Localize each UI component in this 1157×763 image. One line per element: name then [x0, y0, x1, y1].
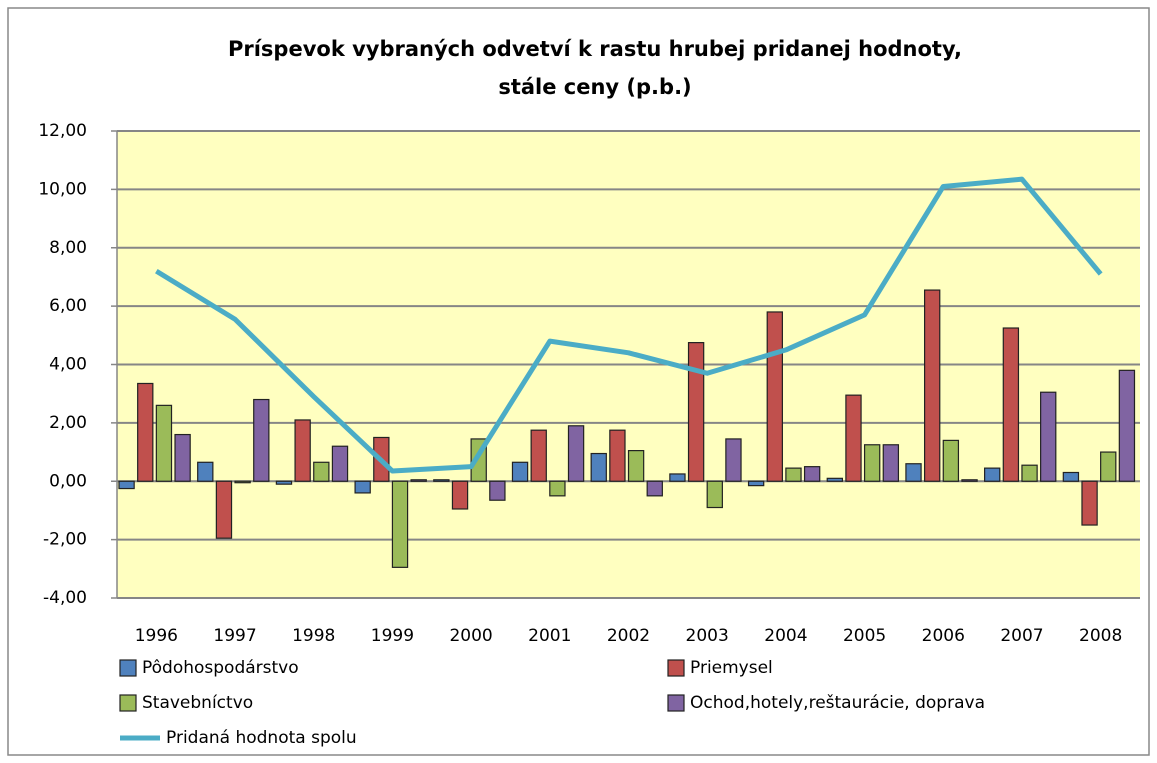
bar — [766, 311, 783, 482]
y-tick-label: -4,00 — [43, 588, 87, 608]
bar — [1021, 464, 1038, 482]
x-tick-label: 2000 — [449, 626, 492, 646]
legend-label: Ochod,hotely,reštaurácie, doprava — [690, 693, 985, 713]
bar — [391, 480, 409, 568]
legend-swatch — [667, 694, 685, 712]
bar — [511, 461, 529, 482]
bar — [923, 289, 941, 482]
bar — [905, 463, 922, 482]
legend-label: Priemysel — [690, 658, 773, 678]
x-tick-label: 2008 — [1079, 626, 1122, 646]
x-tick-label: 2004 — [764, 626, 807, 646]
bar — [253, 398, 270, 482]
bar — [646, 480, 663, 497]
bar — [1081, 480, 1098, 526]
bar — [489, 480, 506, 501]
bar — [331, 445, 349, 482]
bar — [609, 429, 626, 482]
y-tick-label: 8,00 — [49, 238, 87, 258]
y-tick-label: 6,00 — [49, 296, 87, 316]
y-tick-label: 2,00 — [49, 413, 87, 433]
legend-label: Stavebníctvo — [142, 693, 253, 713]
legend-label: Pridaná hodnota spolu — [166, 728, 357, 748]
line — [155, 176, 1103, 474]
bar — [433, 479, 450, 482]
chart-title: Príspevok vybraných odvetví k rastu hrub… — [228, 37, 962, 61]
bar — [155, 404, 173, 482]
bar — [451, 480, 469, 510]
x-tick-label: 2003 — [686, 626, 729, 646]
y-tick-label: -2,00 — [43, 530, 87, 550]
y-tick-label: 4,00 — [49, 355, 87, 375]
bar — [275, 480, 293, 485]
x-tick-label: 2005 — [843, 626, 886, 646]
bar — [313, 461, 330, 482]
bar — [706, 480, 723, 509]
bar — [590, 452, 607, 482]
bar — [669, 473, 686, 482]
bar — [137, 382, 154, 482]
bar — [567, 425, 585, 482]
legend-swatch — [667, 659, 685, 677]
bar — [1100, 451, 1117, 482]
y-tick-label: 10,00 — [38, 179, 87, 199]
bar — [174, 433, 191, 482]
bar — [863, 444, 881, 482]
bar — [197, 461, 214, 482]
chart-subtitle: stále ceny (p.b.) — [498, 75, 691, 99]
bar — [687, 342, 705, 482]
bar — [747, 480, 765, 487]
legend-swatch — [119, 659, 137, 677]
bar — [961, 479, 978, 482]
bar — [826, 477, 844, 482]
bar — [803, 466, 821, 482]
legend-label: Pôdohospodárstvo — [142, 658, 299, 678]
x-tick-label: 1999 — [371, 626, 414, 646]
bar — [725, 438, 742, 482]
x-tick-label: 2006 — [922, 626, 965, 646]
bar — [118, 480, 135, 490]
x-tick-label: 1997 — [213, 626, 256, 646]
x-tick-label: 1998 — [292, 626, 335, 646]
bar — [627, 450, 645, 482]
bar — [882, 444, 900, 482]
bar — [984, 467, 1001, 482]
x-tick-label: 2001 — [528, 626, 571, 646]
bar — [942, 439, 960, 482]
bar — [1118, 369, 1136, 482]
x-tick-label: 1996 — [135, 626, 178, 646]
legend-swatch — [119, 694, 137, 712]
bar — [530, 429, 547, 482]
bar — [785, 467, 802, 482]
bar — [410, 479, 427, 482]
bar — [354, 480, 371, 494]
y-tick-label: 0,00 — [49, 471, 87, 491]
bar — [234, 480, 251, 484]
bar — [845, 394, 862, 482]
bar — [549, 480, 566, 497]
x-tick-label: 2002 — [607, 626, 650, 646]
bar — [1062, 471, 1080, 482]
y-tick-label: 12,00 — [38, 121, 87, 141]
bar — [215, 480, 233, 539]
bar — [294, 419, 311, 482]
bar — [1040, 391, 1057, 482]
bar — [1002, 327, 1020, 482]
x-tick-label: 2007 — [1000, 626, 1043, 646]
